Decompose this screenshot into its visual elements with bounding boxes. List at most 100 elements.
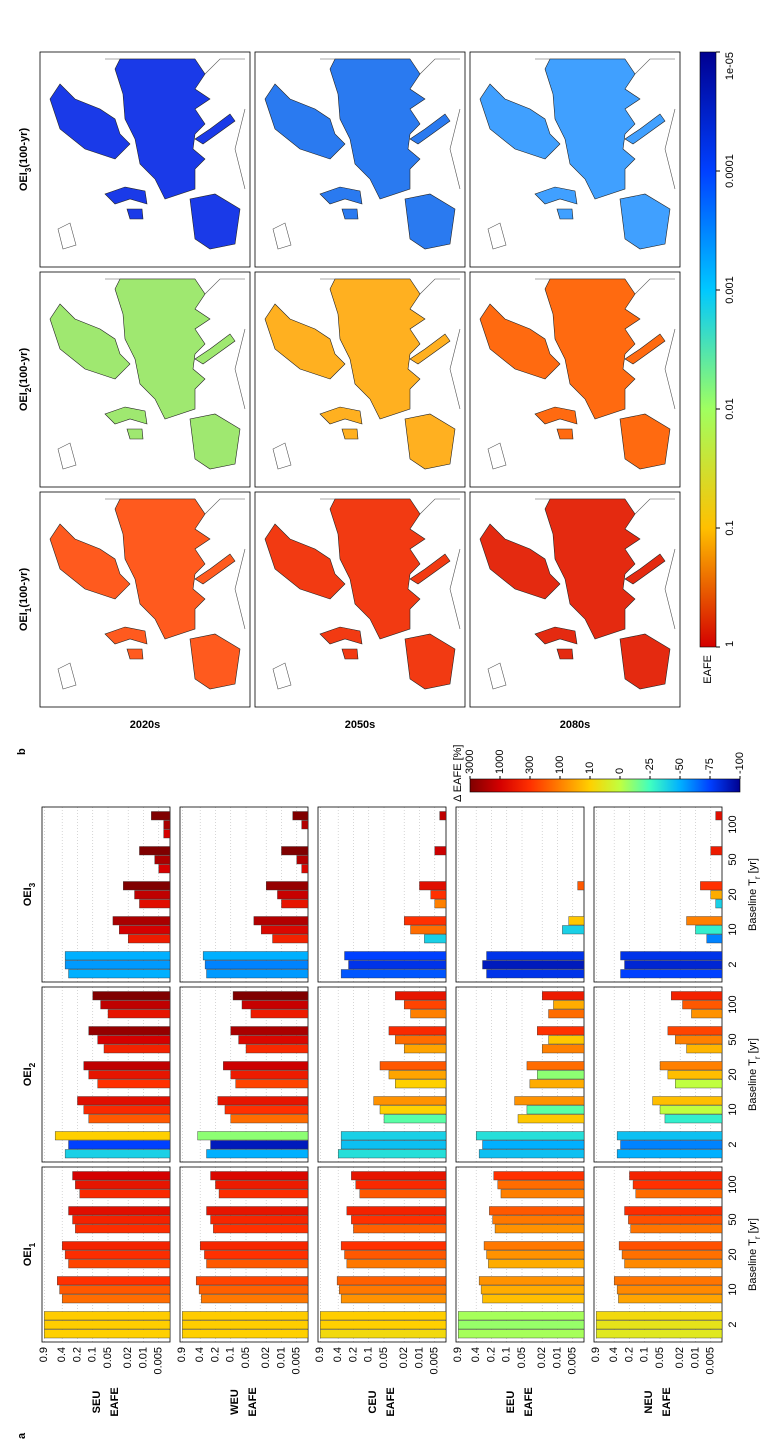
- bar: [204, 960, 309, 970]
- bar: [480, 1285, 585, 1295]
- colorbar-tick-label: -100: [734, 752, 746, 774]
- bar: [434, 846, 447, 856]
- bar: [395, 991, 447, 1001]
- bar: [486, 951, 585, 961]
- bar: [215, 1180, 309, 1190]
- bar: [68, 1206, 171, 1216]
- bar: [88, 1114, 171, 1124]
- row-label: 2080s: [560, 719, 591, 731]
- y-tick-label: 0.02: [260, 1347, 272, 1368]
- bar: [483, 1241, 585, 1251]
- bar: [92, 991, 171, 1001]
- column-title: OEI1: [22, 1242, 37, 1266]
- bar: [337, 1149, 447, 1159]
- column-title-part: 1: [24, 607, 33, 612]
- column-title-part: 2: [24, 387, 33, 392]
- colorbar-tick-label: 0.0001: [724, 154, 736, 188]
- bar: [301, 864, 309, 874]
- y-axis-label: EAFE: [247, 1387, 259, 1416]
- y-tick-label: 0.01: [689, 1347, 701, 1368]
- column-title-part: 3: [24, 167, 33, 172]
- bar: [635, 1189, 723, 1199]
- bar: [44, 1311, 171, 1321]
- y-tick-label: 0.1: [639, 1347, 651, 1362]
- bar: [127, 934, 171, 944]
- bar: [64, 1149, 171, 1159]
- column-title-part: OEI: [18, 172, 30, 191]
- bar: [353, 1224, 447, 1234]
- bar: [230, 1026, 309, 1036]
- bar: [652, 1096, 723, 1106]
- bar: [72, 1215, 171, 1225]
- bar: [618, 1241, 723, 1251]
- bar: [478, 1276, 585, 1286]
- colorbar-tick-label: -50: [674, 758, 686, 774]
- x-axis-label-part: r: [753, 1056, 762, 1059]
- bar: [486, 1250, 585, 1260]
- bar: [320, 1329, 447, 1339]
- bar: [710, 846, 723, 856]
- colorbar-tick-label: 1e-05: [724, 52, 736, 80]
- bar: [59, 1285, 171, 1295]
- y-tick-label: 0.02: [536, 1347, 548, 1368]
- bar: [301, 820, 309, 830]
- bar: [340, 1294, 447, 1304]
- bar: [75, 1224, 171, 1234]
- y-tick-label: 0.02: [398, 1347, 410, 1368]
- bar: [430, 890, 447, 900]
- bar: [210, 1171, 309, 1181]
- y-tick-label: 0.005: [705, 1347, 717, 1375]
- bar: [182, 1311, 309, 1321]
- y-tick-label: 0.9: [38, 1347, 50, 1362]
- bar: [346, 1259, 447, 1269]
- bar: [265, 881, 309, 891]
- bar: [526, 1061, 585, 1071]
- bar: [112, 916, 171, 926]
- column-title: OEI2: [22, 1062, 37, 1086]
- bar: [182, 1320, 309, 1330]
- x-tick-label: 50: [727, 1213, 739, 1225]
- bar: [217, 1096, 309, 1106]
- x-axis-label-part: [yr]: [747, 1038, 759, 1056]
- bar: [139, 899, 171, 909]
- bar: [340, 969, 447, 979]
- bar: [206, 1149, 309, 1159]
- panel-label: b: [16, 748, 28, 755]
- x-axis-label-part: Baseline T: [747, 879, 759, 931]
- bar: [410, 925, 447, 935]
- bar: [281, 899, 309, 909]
- x-tick-label: 2: [727, 961, 739, 967]
- bar: [296, 855, 309, 865]
- column-title-part: (100-yr): [18, 128, 30, 168]
- x-tick-label: 10: [727, 1283, 739, 1295]
- bar: [64, 951, 171, 961]
- row-label: 2020s: [130, 719, 161, 731]
- bar: [482, 1140, 585, 1150]
- bar: [64, 1250, 171, 1260]
- bar: [667, 1070, 723, 1080]
- y-tick-label: 0.005: [429, 1347, 441, 1375]
- y-tick-label: 0.9: [176, 1347, 188, 1362]
- bar: [700, 881, 723, 891]
- bar: [100, 1000, 171, 1010]
- bar: [403, 1000, 447, 1010]
- x-tick-label: 10: [727, 1103, 739, 1115]
- y-tick-label: 0.1: [363, 1347, 375, 1362]
- bar: [224, 1105, 309, 1115]
- bar: [458, 1320, 585, 1330]
- y-tick-label: 0.005: [153, 1347, 165, 1375]
- bar: [458, 1329, 585, 1339]
- bar: [97, 1079, 171, 1089]
- bar: [486, 969, 585, 979]
- bar: [482, 1294, 585, 1304]
- bar: [232, 991, 309, 1001]
- bar: [230, 1070, 309, 1080]
- bar: [68, 1140, 171, 1150]
- bar: [320, 1320, 447, 1330]
- bar: [517, 1114, 585, 1124]
- column-title-part: 3: [28, 882, 37, 887]
- bar: [379, 1105, 447, 1115]
- column-title-part: OEI: [18, 392, 30, 411]
- y-tick-label: 0.05: [654, 1347, 666, 1368]
- bar: [340, 1140, 447, 1150]
